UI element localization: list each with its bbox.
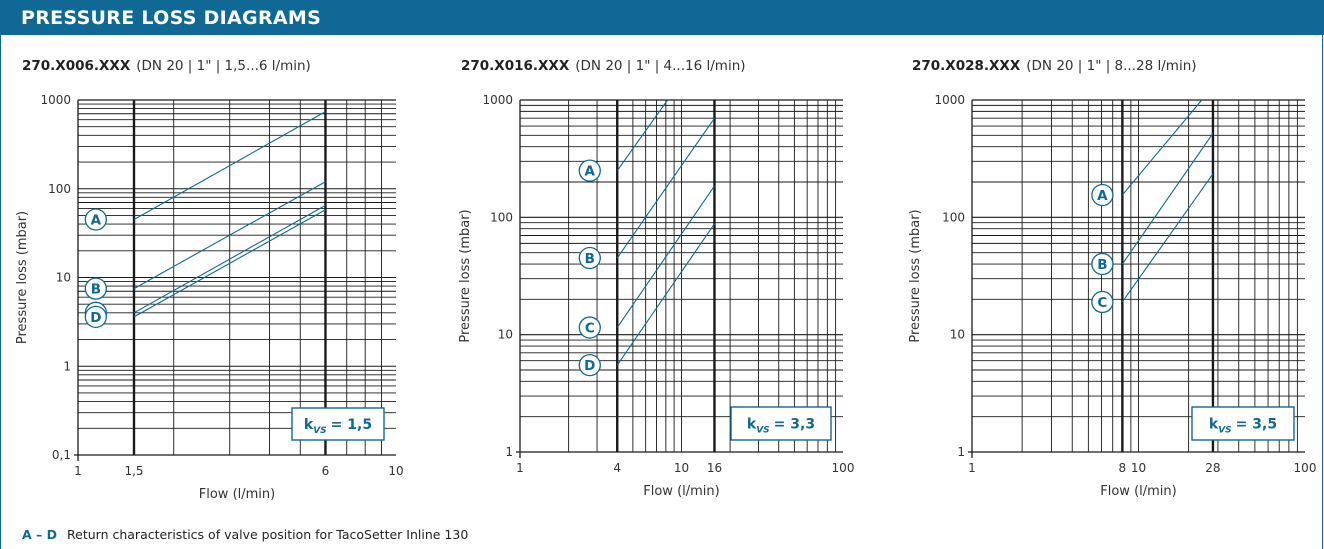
chart-3-title: 270.X028.XXX — [912, 58, 1021, 74]
chart-2-subtitle: (DN 20 | 1" | 4...16 l/min) — [575, 58, 746, 74]
chart-1-kvs-label: kVS = 1,5 — [304, 417, 372, 436]
chart-2-x-tick-label: 100 — [832, 461, 855, 475]
chart-1-series-label-b: B — [91, 282, 101, 298]
chart-1-x-tick-label: 1 — [74, 464, 82, 478]
chart-2-y-tick-label: 100 — [490, 210, 513, 224]
chart-2-series-marker-c — [578, 316, 601, 339]
pressure-loss-chart-2: 1 10 100 1000 1 4 10 16 100 Flow (l/min) Pressure … — [458, 93, 855, 499]
chart-2-x-tick-label: 16 — [707, 461, 722, 475]
chart-1-series-line-c — [133, 204, 326, 314]
chart-2-series-label-b: B — [585, 251, 595, 267]
chart-2-series-label-d: D — [584, 358, 595, 374]
chart-1-series-label-d: D — [90, 310, 101, 326]
chart-3-x-tick-label: 100 — [1294, 461, 1317, 475]
chart-2-heading: 270.X016.XXX (DN 20 | 1" | 4...16 l/min) — [461, 58, 746, 74]
chart-2-series-line-b — [616, 117, 715, 259]
footnote: A – D Return characteristics of valve pos… — [22, 527, 468, 542]
chart-2-series-label-a: A — [585, 164, 596, 180]
chart-2-y-tick-label: 10 — [498, 328, 513, 342]
chart-1-series-line-d — [133, 209, 326, 318]
chart-2-series-line-a — [616, 99, 669, 171]
chart-3-x-axis-label: Flow (l/min) — [1100, 484, 1176, 499]
chart-2-series-marker-d — [578, 353, 601, 377]
chart-2-series-marker-a — [578, 159, 601, 182]
chart-3-series-marker-c — [1091, 290, 1114, 314]
chart-1-series-marker-b — [84, 277, 107, 300]
chart-1-series-line-b — [133, 181, 326, 290]
chart-3-series-line-c — [1121, 173, 1214, 303]
chart-1-subtitle: (DN 20 | 1" | 1,5...6 l/min) — [136, 58, 311, 74]
chart-2-y-tick-label: 1 — [505, 445, 513, 459]
chart-3-series-label-c: C — [1097, 295, 1107, 311]
chart-3-heading: 270.X028.XXX (DN 20 | 1" | 8...28 l/min) — [912, 58, 1197, 74]
chart-3-kvs-label: kVS = 3,5 — [1209, 417, 1277, 436]
chart-1-series-label-a: A — [91, 213, 102, 229]
chart-3-series-marker-a — [1091, 183, 1114, 207]
chart-2-grid — [519, 99, 843, 453]
chart-1-y-tick-label: 100 — [48, 182, 71, 196]
chart-1-series-marker-a — [84, 208, 107, 231]
chart-2-x-tick-label: 10 — [674, 461, 689, 475]
chart-1-kvs-box — [291, 407, 385, 441]
chart-1-x-tick-label: 6 — [322, 464, 330, 478]
chart-2-kvs-label: kVS = 3,3 — [747, 417, 815, 436]
chart-1-y-tick-label: 1 — [63, 359, 71, 373]
chart-2-series-marker-b — [578, 246, 601, 270]
chart-3-series-line-a — [1121, 99, 1203, 196]
chart-2-x-axis-label: Flow (l/min) — [643, 484, 719, 499]
chart-3-series-marker-b — [1091, 252, 1114, 276]
chart-3-x-tick-label: 8 — [1119, 461, 1127, 475]
chart-3-series-label-b: B — [1097, 257, 1107, 273]
chart-1-y-tick-label: 0,1 — [52, 448, 71, 462]
chart-3-x-tick-label: 10 — [1131, 461, 1146, 475]
chart-1-grid — [77, 99, 396, 456]
chart-3-series-label-a: A — [1097, 188, 1108, 204]
chart-3-y-tick-label: 100 — [942, 210, 965, 224]
frame-right-border — [1322, 35, 1323, 549]
frame-left-border — [0, 35, 1, 549]
chart-1-x-tick-label: 10 — [388, 464, 403, 478]
chart-3-subtitle: (DN 20 | 1" | 8...28 l/min) — [1026, 58, 1197, 74]
chart-1-series-marker-d — [84, 305, 107, 329]
chart-1-y-tick-label: 1000 — [40, 93, 71, 107]
footnote-key: A – D — [22, 527, 58, 542]
footnote-text: Return characteristics of valve position… — [67, 527, 469, 542]
header-bar: PRESSURE LOSS DIAGRAMS — [0, 0, 1324, 35]
chart-1-series-line-a — [133, 111, 326, 221]
chart-3-y-tick-label: 1000 — [934, 93, 965, 107]
chart-2-series-line-d — [616, 223, 715, 366]
chart-1-x-axis-label: Flow (l/min) — [199, 487, 275, 502]
chart-3-x-tick-label: 1 — [968, 461, 976, 475]
chart-1-x-tick-label: 1,5 — [124, 464, 143, 478]
chart-2-kvs-box — [730, 406, 832, 441]
chart-3-y-axis-label: Pressure loss (mbar) — [908, 209, 923, 342]
chart-1-heading: 270.X006.XXX (DN 20 | 1" | 1,5...6 l/min) — [22, 58, 311, 74]
chart-1-y-tick-label: 10 — [56, 271, 71, 285]
chart-3-kvs-box — [1191, 406, 1295, 441]
chart-3-grid — [971, 99, 1305, 453]
chart-2-y-tick-label: 1000 — [482, 93, 513, 107]
chart-3-y-tick-label: 1 — [957, 445, 965, 459]
chart-1-y-axis-label: Pressure loss (mbar) — [15, 211, 30, 344]
chart-2-x-tick-label: 4 — [613, 461, 621, 475]
chart-3-series-line-b — [1121, 133, 1214, 265]
chart-2-y-axis-label: Pressure loss (mbar) — [458, 209, 473, 342]
chart-2-series-line-c — [616, 185, 715, 328]
chart-3-y-tick-label: 10 — [950, 328, 965, 342]
pressure-loss-chart-3: 1 10 100 1000 1 8 10 28 100 Flow (l/min) Pressure … — [908, 93, 1317, 499]
chart-1-title: 270.X006.XXX — [22, 58, 131, 74]
page-title: PRESSURE LOSS DIAGRAMS — [21, 7, 322, 29]
chart-2-title: 270.X016.XXX — [461, 58, 570, 74]
chart-2-series-label-c: C — [585, 321, 595, 337]
chart-2-x-tick-label: 1 — [516, 461, 524, 475]
chart-3-x-tick-label: 28 — [1205, 461, 1220, 475]
